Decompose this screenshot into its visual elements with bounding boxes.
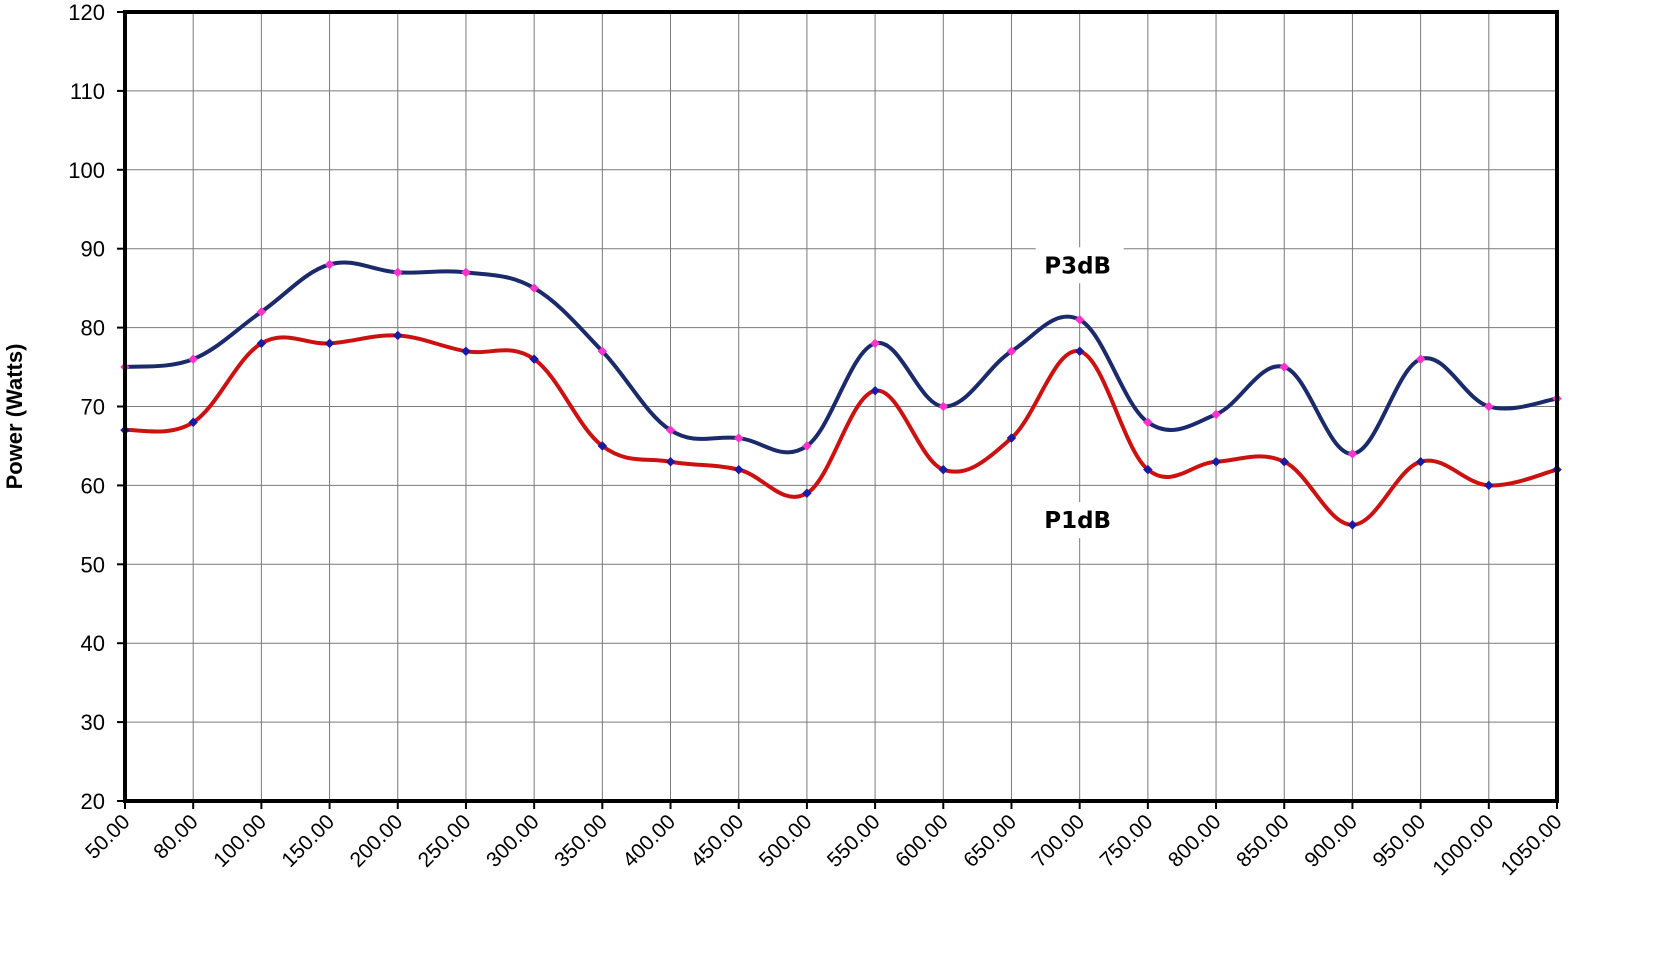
data-point-p1db: [188, 417, 199, 428]
y-tick-label: 110: [70, 79, 105, 104]
data-point-p3db: [1006, 346, 1017, 357]
data-point-p3db: [1347, 448, 1358, 459]
data-point-p1db: [392, 330, 403, 341]
data-point-p3db: [802, 441, 812, 451]
data-point-p3db: [938, 401, 949, 412]
data-point-p1db: [1415, 456, 1426, 467]
data-point-p3db: [1074, 314, 1085, 325]
data-point-p1db: [324, 338, 335, 349]
data-point-p3db: [324, 259, 335, 270]
y-tick-label: 120: [68, 0, 105, 25]
plot-frame: [123, 10, 1559, 803]
y-tick-label: 50: [81, 552, 105, 577]
data-point-p1db: [1211, 456, 1221, 467]
data-point-p1db: [1143, 464, 1153, 475]
data-point-p3db: [1211, 409, 1221, 420]
data-point-p3db: [188, 354, 199, 365]
data-point-p1db: [529, 354, 539, 365]
data-point-p3db: [1483, 401, 1494, 412]
y-axis-title: Power (Watts): [2, 344, 27, 490]
y-tick-label: 100: [68, 158, 105, 183]
series-group: [120, 259, 1562, 530]
data-point-p1db: [1074, 346, 1085, 357]
series-p1db: [120, 330, 1562, 530]
data-point-p1db: [938, 464, 949, 475]
data-point-p3db: [665, 425, 676, 436]
data-point-p3db: [392, 267, 403, 278]
data-point-p3db: [461, 267, 471, 278]
data-point-p1db: [1279, 456, 1290, 467]
data-point-p1db: [1347, 519, 1358, 530]
data-point-p3db: [870, 338, 880, 349]
data-point-p3db: [1143, 417, 1153, 428]
data-point-p3db: [529, 283, 539, 294]
y-axis-ticks: 20 30 40 50 60 70 80 90 100 110 120: [68, 0, 125, 814]
data-point-p3db: [733, 433, 744, 443]
y-tick-label: 30: [81, 710, 105, 735]
y-tick-label: 20: [81, 789, 105, 814]
y-tick-label: 40: [81, 631, 105, 656]
series-p3db: [120, 259, 1562, 459]
annotation-background: [1035, 502, 1124, 539]
annotation-label: P1dB: [1044, 508, 1111, 534]
annotations: P3dB P1dB: [1035, 247, 1124, 539]
y-tick-label: 80: [81, 316, 105, 341]
data-point-p1db: [665, 456, 676, 467]
data-point-p1db: [461, 346, 471, 357]
data-point-p1db: [1006, 433, 1017, 443]
data-point-p1db: [802, 488, 812, 499]
data-point-p3db: [1279, 362, 1290, 372]
data-point-p3db: [256, 306, 267, 317]
data-point-p1db: [1483, 480, 1494, 491]
annotation-background: [1035, 247, 1124, 284]
data-point-p1db: [256, 338, 267, 349]
data-point-p3db: [597, 346, 608, 357]
y-tick-label: 90: [81, 237, 105, 262]
data-point-p1db: [733, 464, 744, 475]
data-point-p1db: [870, 385, 880, 396]
y-tick-label: 70: [81, 395, 105, 420]
data-point-p3db: [1415, 354, 1426, 365]
annotation-label: P3dB: [1044, 253, 1111, 279]
y-tick-label: 60: [81, 473, 105, 498]
data-point-p1db: [597, 441, 608, 451]
